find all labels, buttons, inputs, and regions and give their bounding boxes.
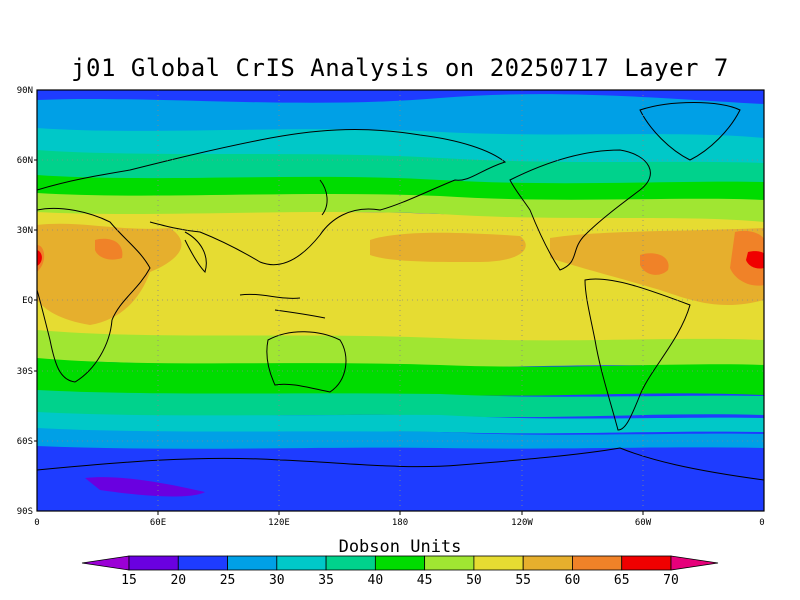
colorbar-title: Dobson Units	[338, 537, 462, 557]
coastline-japan	[319, 179, 328, 216]
colorbar-labels: 15 20 25 30 35 40 45 50 55 60 65 70	[121, 573, 679, 588]
colorbar-min-arrow	[81, 555, 130, 571]
lat-label: 90S	[17, 507, 33, 517]
colorbar-box	[374, 555, 426, 571]
lat-label: 60N	[17, 156, 33, 166]
colorbar-tick-label: 25	[220, 573, 236, 588]
colorbar-tick-label: 65	[614, 573, 630, 588]
lat-label: EQ	[22, 296, 33, 306]
colorbar-max-arrow	[670, 555, 719, 571]
lat-label: 90N	[17, 86, 33, 96]
coastline-greenland	[639, 102, 741, 161]
colorbar-tick-label: 20	[170, 573, 186, 588]
lon-label: 0	[759, 518, 764, 528]
ozone-field	[37, 90, 764, 511]
lon-label: 120E	[268, 518, 290, 528]
colorbar-tick-label: 50	[466, 573, 482, 588]
coastline-north-america	[509, 149, 651, 271]
lon-label: 60W	[635, 518, 652, 528]
colorbar-tick-label: 30	[269, 573, 285, 588]
colorbar-tick-label: 60	[565, 573, 581, 588]
coastline-eurasia	[37, 129, 507, 266]
colorbar-box	[621, 555, 672, 571]
lon-label: 120W	[511, 518, 533, 528]
lon-label: 180	[392, 518, 408, 528]
colorbar	[81, 555, 719, 571]
coastline-india	[184, 231, 207, 273]
colorbar-box	[276, 555, 327, 571]
lon-label: 0	[34, 518, 39, 528]
colorbar-tick-label: 15	[121, 573, 137, 588]
lat-label: 30S	[17, 367, 33, 377]
colorbar-tick-label: 70	[663, 573, 679, 588]
colorbar-box	[325, 555, 376, 571]
colorbar-box	[572, 555, 623, 571]
colorbar-box	[473, 555, 524, 571]
coastline-africa	[37, 207, 151, 383]
map-title: j01 Global CrIS Analysis on 20250717 Lay…	[71, 54, 729, 82]
colorbar-box	[227, 555, 278, 571]
colorbar-box	[128, 555, 179, 571]
colorbar-tick-label: 55	[515, 573, 531, 588]
coastlines	[37, 102, 764, 481]
colorbar-tick-label: 35	[318, 573, 334, 588]
coastline-south-america	[584, 278, 691, 431]
colorbar-box	[177, 555, 228, 571]
colorbar-box	[522, 555, 573, 571]
lon-label: 60E	[150, 518, 166, 528]
coastline-antarctica	[37, 447, 764, 481]
graticule	[37, 90, 764, 511]
colorbar-box	[424, 555, 475, 571]
lat-label: 30N	[17, 226, 33, 236]
coastline-australia	[266, 331, 347, 393]
colorbar-tick-label: 40	[368, 573, 384, 588]
colorbar-tick-label: 45	[417, 573, 433, 588]
lat-label: 60S	[17, 437, 33, 447]
